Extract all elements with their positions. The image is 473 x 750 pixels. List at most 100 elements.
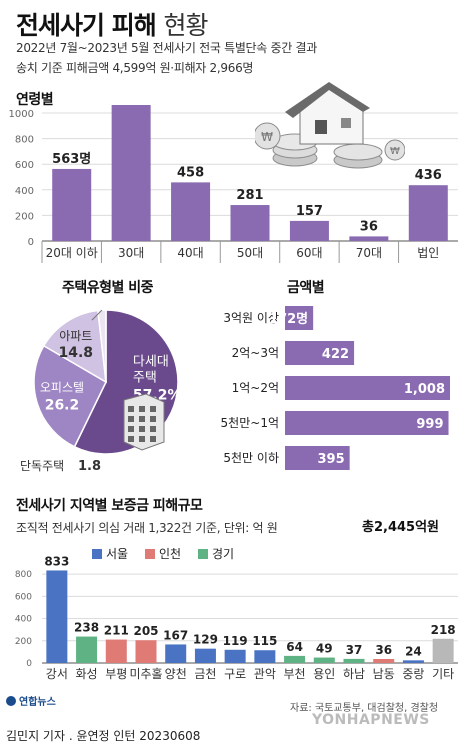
pie-slice bbox=[42, 309, 107, 384]
region-value-label: 833 bbox=[44, 554, 69, 568]
region-bar bbox=[313, 657, 335, 663]
region-value-label: 129 bbox=[193, 633, 218, 647]
region-category-label: 용인 bbox=[313, 667, 335, 681]
age-category-label: 법인 bbox=[417, 246, 439, 260]
region-bar-chart: 0 200 400 600 800 서울 인천 경기 833 강서 238 화성 211 부평 205 미추홀… bbox=[15, 546, 458, 681]
region-bar bbox=[105, 639, 127, 663]
amount-category-label: 5천만~1억 bbox=[221, 415, 279, 430]
region-chart-subtitle: 조직적 전세사기 의심 거래 1,322건 기준, 단위: 억 원 bbox=[16, 521, 278, 535]
building-window bbox=[128, 406, 134, 412]
amount-bar bbox=[285, 341, 355, 365]
age-value-label: 458 bbox=[177, 165, 204, 180]
pie-label-name: 단독주택 bbox=[20, 459, 64, 473]
age-category-label: 30대 bbox=[118, 246, 144, 260]
amount-category-label: 1억~2억 bbox=[232, 381, 279, 395]
building-window bbox=[139, 416, 145, 422]
region-bar bbox=[343, 658, 365, 663]
region-bar bbox=[284, 655, 306, 663]
building-window bbox=[128, 436, 134, 442]
building-window bbox=[128, 416, 134, 422]
building-window bbox=[128, 426, 134, 432]
legend-label: 서울 bbox=[106, 547, 128, 561]
pie-slice bbox=[33, 344, 107, 448]
age-chart-title: 연령별 bbox=[16, 92, 54, 108]
amount-bar bbox=[285, 411, 449, 435]
amount-category-label: 2억~3억 bbox=[232, 346, 279, 360]
age-category-label: 40대 bbox=[177, 246, 203, 260]
region-value-label: 238 bbox=[74, 621, 99, 635]
svg-text:₩: ₩ bbox=[261, 130, 273, 144]
region-category-label: 부평 bbox=[105, 667, 127, 681]
region-value-label: 36 bbox=[375, 643, 392, 657]
region-value-label: 37 bbox=[346, 643, 363, 657]
building-window bbox=[150, 416, 156, 422]
age-bar bbox=[230, 205, 270, 241]
region-bar bbox=[135, 640, 157, 663]
coin-icon: ₩ ₩ bbox=[255, 122, 405, 161]
age-ytick-label: 400 bbox=[15, 186, 34, 197]
region-total: 총2,445억원 bbox=[362, 520, 440, 535]
age-value-label: 281 bbox=[236, 188, 263, 203]
building-window bbox=[150, 436, 156, 442]
region-bar bbox=[254, 650, 276, 663]
region-value-label: 49 bbox=[316, 642, 333, 656]
region-value-label: 64 bbox=[286, 640, 303, 654]
amount-value-label: 1,008 bbox=[404, 382, 445, 397]
region-category-label: 구로 bbox=[224, 667, 246, 681]
region-category-label: 금천 bbox=[194, 666, 216, 681]
source-note: 자료: 국토교통부, 대검찰청, 경찰청 bbox=[290, 703, 439, 714]
legend-label: 인천 bbox=[159, 546, 181, 561]
age-value-label: 563명 bbox=[52, 151, 91, 167]
page-title: 전세사기 피해 현황 bbox=[16, 6, 208, 42]
region-category-label: 부천 bbox=[284, 666, 306, 681]
age-bar bbox=[111, 105, 151, 242]
housing-chart-title: 주택유형별 비중 bbox=[62, 280, 154, 296]
region-category-label: 미추홀 bbox=[129, 667, 162, 681]
pie-label-name: 아파트 bbox=[59, 329, 92, 343]
pie-label-value: 1.8 bbox=[78, 459, 101, 474]
logo-mark-icon bbox=[6, 696, 16, 706]
pie-label-name: 오피스텔 bbox=[40, 380, 84, 394]
amount-bar bbox=[285, 376, 450, 400]
building-window bbox=[150, 426, 156, 432]
amount-chart-title: 금액별 bbox=[287, 280, 325, 296]
age-category-label: 70대 bbox=[356, 246, 382, 260]
region-ytick-label: 200 bbox=[15, 637, 32, 647]
subtitle-line-1: 2022년 7월~2023년 5월 전세사기 전국 특별단속 중간 결과 bbox=[16, 41, 318, 55]
building-window bbox=[139, 406, 145, 412]
region-ytick-label: 800 bbox=[15, 570, 32, 580]
region-value-label: 119 bbox=[223, 634, 248, 648]
svg-text:₩: ₩ bbox=[390, 146, 400, 157]
age-bar bbox=[349, 236, 389, 241]
amount-value-label: 172명 bbox=[269, 311, 308, 327]
age-ytick-label: 0 bbox=[28, 237, 34, 248]
yonhap-logo: 연합뉴스 bbox=[6, 693, 56, 708]
amount-category-label: 3억원 이상 bbox=[223, 311, 279, 325]
region-category-label: 남동 bbox=[373, 667, 395, 681]
age-bar bbox=[171, 182, 211, 241]
pie-label-value: 26.2 bbox=[45, 397, 80, 413]
region-value-label: 115 bbox=[252, 634, 277, 648]
amount-bar bbox=[285, 446, 350, 470]
region-category-label: 양천 bbox=[165, 666, 187, 681]
house-coins-illustration: ₩ ₩ bbox=[255, 82, 405, 169]
pie-label-value: 14.8 bbox=[58, 345, 93, 361]
age-ytick-label: 600 bbox=[15, 160, 34, 171]
legend-label: 경기 bbox=[212, 547, 234, 561]
region-ytick-label: 600 bbox=[15, 592, 32, 602]
building-window bbox=[139, 436, 145, 442]
age-bar bbox=[408, 185, 448, 241]
region-category-label: 하남 bbox=[343, 667, 365, 681]
region-bar bbox=[165, 644, 187, 663]
age-category-label: 50대 bbox=[237, 246, 263, 260]
region-value-label: 24 bbox=[405, 644, 422, 658]
region-category-label: 기타 bbox=[432, 667, 454, 681]
region-value-label: 218 bbox=[431, 623, 456, 637]
logo-text: 연합뉴스 bbox=[19, 697, 56, 708]
amount-value-label: 395 bbox=[318, 452, 345, 467]
age-ytick-label: 200 bbox=[15, 211, 34, 222]
region-category-label: 화성 bbox=[76, 667, 98, 681]
